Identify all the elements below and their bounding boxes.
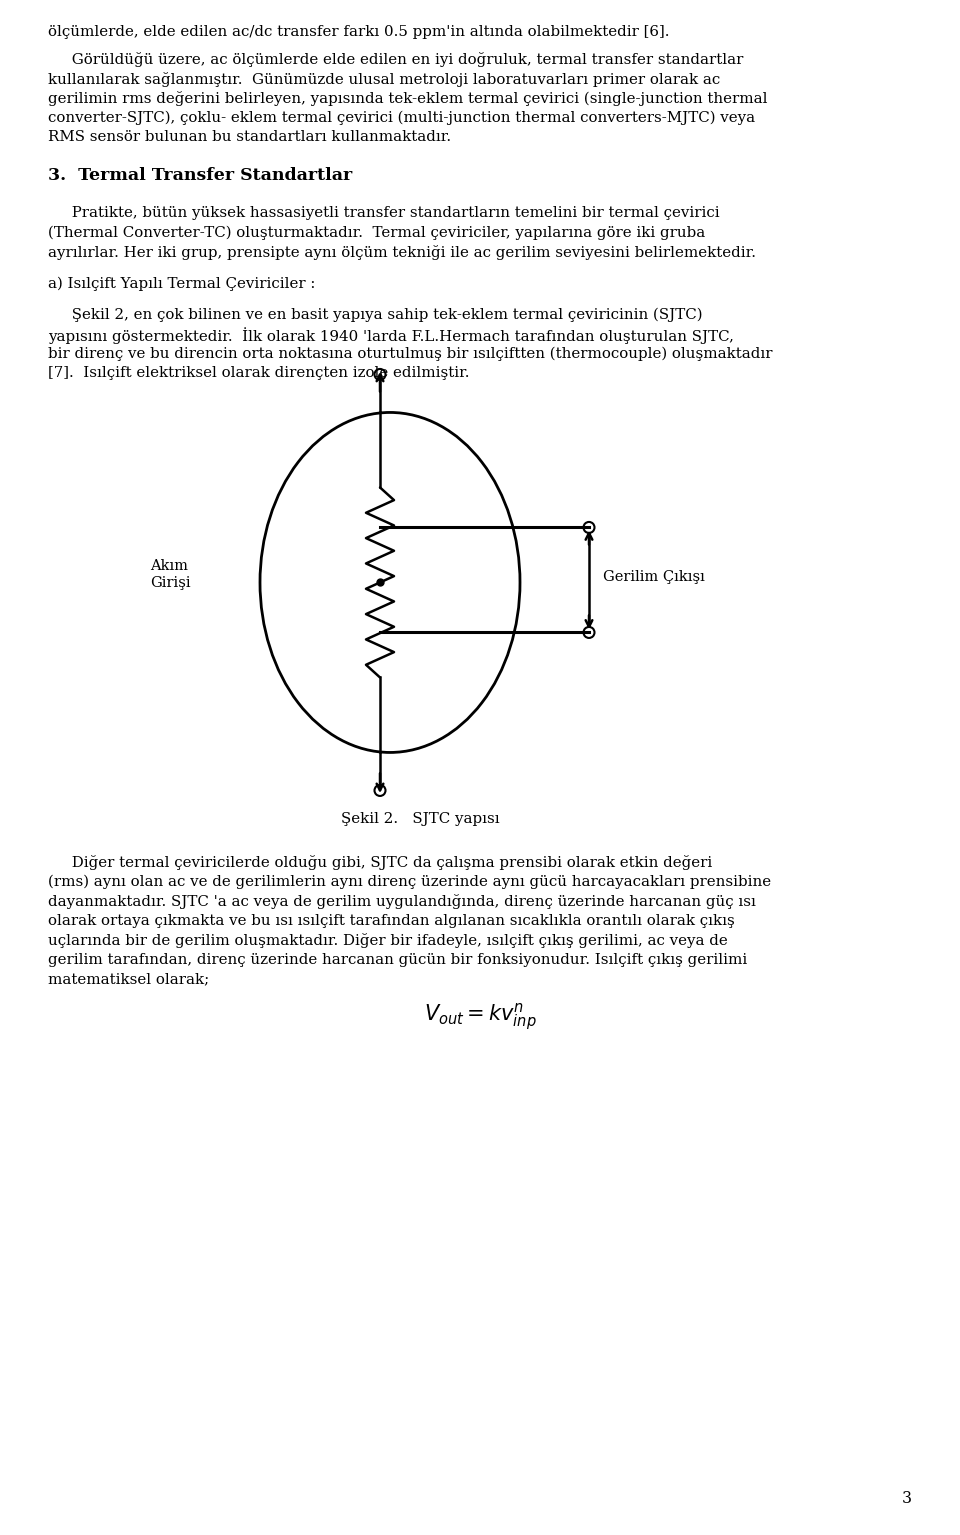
Text: (Thermal Converter-TC) oluşturmaktadır.  Termal çeviriciler, yapılarına göre iki: (Thermal Converter-TC) oluşturmaktadır. …: [48, 226, 706, 241]
Text: gerilim tarafından, direnç üzerinde harcanan gücün bir fonksiyonudur. Isılçift ç: gerilim tarafından, direnç üzerinde harc…: [48, 953, 747, 967]
Text: $V_{out}=kv_{inp}^{n}$: $V_{out}=kv_{inp}^{n}$: [423, 1002, 537, 1033]
Text: uçlarında bir de gerilim oluşmaktadır. Diğer bir ifadeyle, ısılçift çıkış gerili: uçlarında bir de gerilim oluşmaktadır. D…: [48, 933, 728, 949]
Text: Şekil 2, en çok bilinen ve en basit yapıya sahip tek-eklem termal çeviricinin (S: Şekil 2, en çok bilinen ve en basit yapı…: [48, 307, 703, 322]
Text: ayrılırlar. Her iki grup, prensipte aynı ölçüm tekniği ile ac gerilim seviyesini: ayrılırlar. Her iki grup, prensipte aynı…: [48, 246, 756, 261]
Text: [7].  Isılçift elektriksel olarak dirençten izole edilmiştir.: [7]. Isılçift elektriksel olarak dirençt…: [48, 367, 469, 381]
Text: Şekil 2.   SJTC yapısı: Şekil 2. SJTC yapısı: [341, 812, 499, 826]
Text: yapısını göstermektedir.  İlk olarak 1940 'larda F.L.Hermach tarafından oluşturu: yapısını göstermektedir. İlk olarak 1940…: [48, 327, 733, 344]
Text: bir direnç ve bu direncin orta noktasına oturtulmuş bir ısılçiftten (thermocoupl: bir direnç ve bu direncin orta noktasına…: [48, 347, 773, 361]
Text: RMS sensör bulunan bu standartları kullanmaktadır.: RMS sensör bulunan bu standartları kulla…: [48, 130, 451, 144]
Text: olarak ortaya çıkmakta ve bu ısı ısılçift tarafından algılanan sıcaklıkla orantı: olarak ortaya çıkmakta ve bu ısı ısılçif…: [48, 913, 734, 927]
Text: a) Isılçift Yapılı Termal Çeviriciler :: a) Isılçift Yapılı Termal Çeviriciler :: [48, 276, 316, 292]
Text: converter-SJTC), çoklu- eklem termal çevirici (multi-junction thermal converters: converter-SJTC), çoklu- eklem termal çev…: [48, 111, 756, 126]
Text: gerilimin rms değerini belirleyen, yapısında tek-eklem termal çevirici (single-j: gerilimin rms değerini belirleyen, yapıs…: [48, 91, 767, 106]
Text: Diğer termal çeviricilerde olduğu gibi, SJTC da çalışma prensibi olarak etkin de: Diğer termal çeviricilerde olduğu gibi, …: [48, 855, 712, 870]
Text: (rms) aynı olan ac ve de gerilimlerin aynı direnç üzerinde aynı gücü harcayacakl: (rms) aynı olan ac ve de gerilimlerin ay…: [48, 875, 771, 889]
Text: 3: 3: [901, 1490, 912, 1507]
Text: 3.  Termal Transfer Standartlar: 3. Termal Transfer Standartlar: [48, 167, 352, 184]
Text: dayanmaktadır. SJTC 'a ac veya de gerilim uygulandığında, direnç üzerinde harcan: dayanmaktadır. SJTC 'a ac veya de gerili…: [48, 895, 756, 909]
Text: Gerilim Çıkışı: Gerilim Çıkışı: [603, 571, 705, 585]
Text: Görüldüğü üzere, ac ölçümlerde elde edilen en iyi doğruluk, termal transfer stan: Görüldüğü üzere, ac ölçümlerde elde edil…: [48, 52, 743, 68]
Text: matematiksel olarak;: matematiksel olarak;: [48, 972, 209, 987]
Text: ölçümlerde, elde edilen ac/dc transfer farkı 0.5 ppm'in altında olabilmektedir [: ölçümlerde, elde edilen ac/dc transfer f…: [48, 25, 669, 38]
Text: Akım
Girişi: Akım Girişi: [150, 559, 191, 589]
Text: Pratikte, bütün yüksek hassasiyetli transfer standartların temelini bir termal ç: Pratikte, bütün yüksek hassasiyetli tran…: [48, 206, 720, 221]
Text: kullanılarak sağlanmıştır.  Günümüzde ulusal metroloji laboratuvarları primer ol: kullanılarak sağlanmıştır. Günümüzde ulu…: [48, 72, 720, 87]
